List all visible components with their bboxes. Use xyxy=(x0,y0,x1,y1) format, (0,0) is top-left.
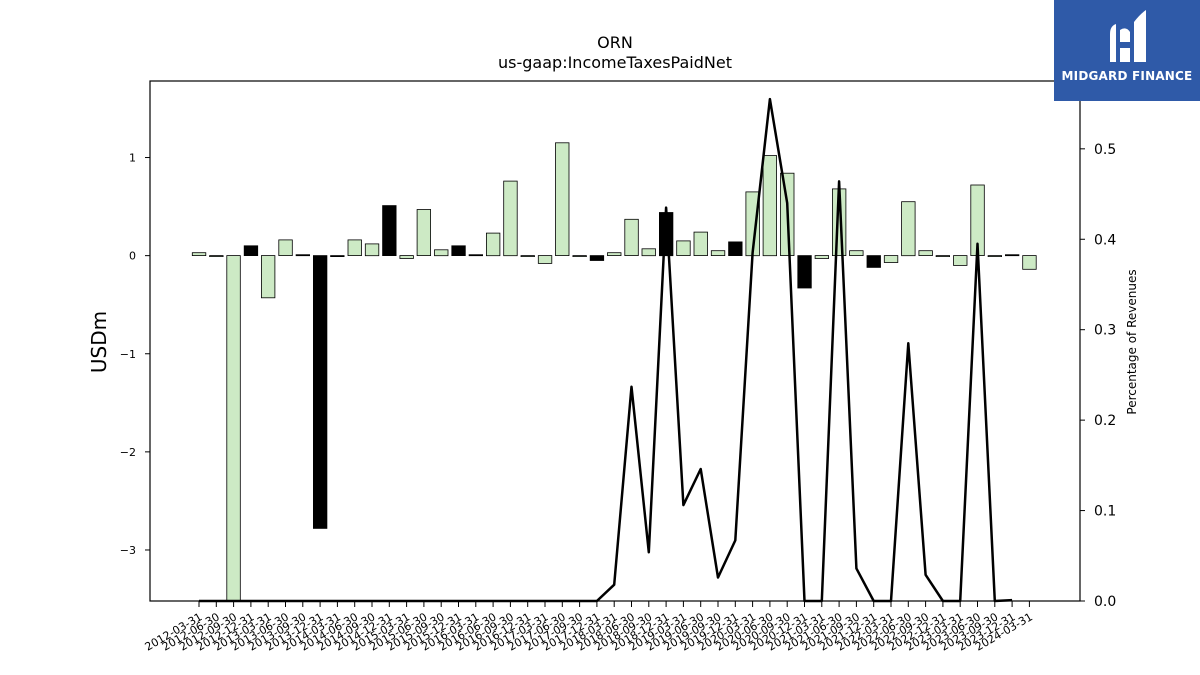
bar xyxy=(434,249,449,257)
y-tick-label: −3 xyxy=(120,544,136,557)
bar xyxy=(883,255,899,263)
y2-tick-label: 0.3 xyxy=(1094,323,1116,339)
bar xyxy=(243,245,259,257)
y2-tick-label: 0.1 xyxy=(1094,504,1116,520)
bar xyxy=(295,254,311,257)
bar xyxy=(641,248,656,257)
bar xyxy=(1005,254,1020,257)
bar xyxy=(226,255,241,602)
bar xyxy=(278,239,293,256)
bar xyxy=(330,255,345,258)
y2-tick-label: 0.2 xyxy=(1094,413,1116,429)
bar xyxy=(589,255,605,261)
axes-layer: −3−2−1010.00.10.20.30.40.52012-03-312012… xyxy=(120,80,1116,654)
bar xyxy=(347,239,362,256)
bar xyxy=(987,255,1002,258)
bar xyxy=(399,255,414,259)
chart-title: ORN xyxy=(597,33,633,52)
bar xyxy=(710,250,726,256)
y-axis-label: USDm xyxy=(87,311,111,373)
y-tick-label: 1 xyxy=(129,152,136,165)
y-tick-label: 0 xyxy=(129,250,136,263)
brand-logo: MIDGARD FINANCE xyxy=(1054,0,1200,101)
bar xyxy=(520,255,535,258)
y-tick-label: −1 xyxy=(120,348,136,361)
bar xyxy=(953,255,968,266)
bar xyxy=(503,180,518,257)
bar xyxy=(607,252,622,256)
bar xyxy=(624,218,639,257)
y2-tick-label: 0.4 xyxy=(1094,232,1116,248)
bar xyxy=(1022,255,1037,270)
bar xyxy=(814,255,829,259)
bar xyxy=(866,255,881,268)
y2-tick-label: 0.5 xyxy=(1094,142,1116,158)
bar xyxy=(693,231,708,257)
plot-frame xyxy=(149,80,1081,602)
bar xyxy=(849,250,864,256)
bar xyxy=(572,255,587,258)
bar xyxy=(537,255,553,264)
bar xyxy=(485,232,501,257)
bar xyxy=(209,255,224,258)
bar xyxy=(312,255,328,529)
bar xyxy=(935,255,950,258)
bar xyxy=(918,250,933,256)
bar xyxy=(260,255,276,299)
bar xyxy=(191,252,207,256)
bar xyxy=(451,245,466,257)
y2-axis-label: Percentage of Revenues xyxy=(1125,269,1139,414)
y-tick-label: −2 xyxy=(120,446,136,459)
bar xyxy=(728,241,743,256)
bar xyxy=(676,240,691,256)
bar xyxy=(382,205,397,257)
bar xyxy=(416,209,432,256)
midgard-logo-icon xyxy=(1110,10,1146,62)
bar xyxy=(797,255,812,289)
bar xyxy=(468,254,484,257)
bar xyxy=(901,201,916,257)
bar xyxy=(762,155,777,257)
chart-subtitle: us-gaap:IncomeTaxesPaidNet xyxy=(498,53,732,72)
logo-text: MIDGARD FINANCE xyxy=(1061,69,1193,83)
y2-tick-label: 0.0 xyxy=(1094,594,1116,610)
bars-layer xyxy=(191,142,1037,602)
bar xyxy=(555,142,570,257)
bar xyxy=(364,243,380,257)
